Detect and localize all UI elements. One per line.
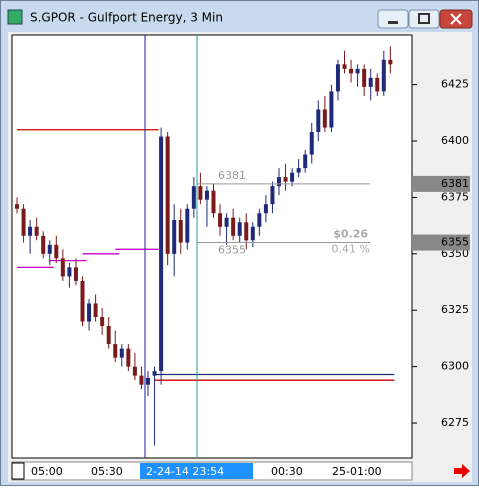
candle-body	[211, 190, 216, 214]
candle-body	[191, 186, 196, 209]
minimize-button[interactable]	[377, 9, 409, 29]
candle-body	[41, 235, 46, 254]
candle-body	[316, 109, 321, 133]
x-tick-label: 00:30	[271, 465, 303, 478]
candle-body	[335, 64, 340, 92]
y-tick-label: 6425	[441, 78, 469, 91]
candle-body	[198, 186, 203, 200]
candle-body	[28, 226, 33, 236]
minimize-icon	[388, 21, 398, 24]
scroll-arrow[interactable]	[454, 464, 470, 478]
candle-body	[283, 177, 288, 182]
candle-body	[47, 244, 52, 254]
candle-body	[231, 217, 236, 236]
candle-body	[329, 91, 334, 128]
candle-body	[178, 219, 183, 243]
candle-body	[73, 267, 78, 281]
x-tick-label: 2-24-14 23:54	[146, 465, 224, 478]
window-title: S.GPOR - Gulfport Energy, 3 Min	[30, 11, 223, 25]
candle-body	[106, 326, 111, 345]
candle-body	[126, 348, 131, 367]
candle-body	[368, 77, 373, 87]
candle-body	[100, 317, 105, 327]
candle-body	[342, 64, 347, 69]
app-icon	[7, 9, 23, 25]
plot-area	[11, 34, 413, 459]
change-label: $0.26	[333, 228, 368, 241]
price-marker	[412, 234, 470, 251]
candle-body	[204, 190, 209, 200]
x-tick-label: 05:30	[91, 465, 123, 478]
x-tick-label: 25-01:00	[332, 465, 382, 478]
percent-label: 0.41 %	[332, 243, 370, 256]
candle-body	[237, 222, 242, 236]
x-tick-label: 05:00	[31, 465, 63, 478]
candle-body	[322, 109, 327, 128]
candle-body	[309, 132, 314, 155]
candle-body	[224, 217, 229, 227]
candle-body	[303, 154, 308, 169]
candle-body	[80, 280, 85, 322]
y-tick-label: 6400	[441, 134, 469, 147]
candle-body	[244, 222, 249, 241]
candle-body	[388, 59, 393, 65]
maximize-button[interactable]	[408, 9, 440, 29]
candle-body	[362, 68, 367, 87]
y-tick-label: 6300	[441, 360, 469, 373]
candle-body	[93, 303, 98, 317]
candle-body	[185, 208, 190, 243]
candle-body	[34, 226, 39, 236]
price-marker	[412, 175, 470, 192]
candle-body	[60, 258, 65, 277]
measure-label: 6355	[218, 244, 246, 257]
candle-body	[263, 204, 268, 214]
price-marker-label: 6355	[441, 236, 469, 249]
y-tick-label: 6325	[441, 303, 469, 316]
candle-body	[172, 219, 177, 254]
candle-body	[250, 226, 255, 241]
candle-body	[290, 172, 295, 182]
candle-body	[218, 213, 223, 227]
maximize-icon	[418, 13, 430, 24]
candle-body	[87, 303, 92, 322]
candle-body	[113, 344, 118, 358]
measure-label: 6381	[218, 169, 246, 182]
close-icon	[450, 13, 462, 25]
candle-body	[132, 366, 137, 376]
candle-body	[270, 186, 275, 205]
candle-body	[67, 267, 72, 277]
candle-body	[146, 377, 150, 385]
price-marker-label: 6381	[441, 177, 469, 190]
candle-body	[159, 136, 164, 372]
candle-body	[257, 213, 262, 227]
candle-body	[139, 375, 144, 385]
candle-body	[277, 177, 281, 187]
y-tick-label: 6375	[441, 190, 469, 203]
scroll-box[interactable]	[11, 462, 25, 480]
cursor-time-box	[140, 463, 253, 479]
candle-body	[152, 371, 157, 376]
candle-body	[296, 168, 301, 173]
candle-body	[349, 68, 354, 74]
candle-body	[381, 59, 386, 92]
candle-body	[21, 208, 26, 236]
candle-body	[375, 77, 380, 92]
candle-body	[355, 68, 360, 74]
candle-body	[165, 136, 170, 254]
candle-body	[54, 244, 59, 259]
y-tick-label: 6275	[441, 416, 469, 429]
candle-body	[15, 204, 19, 209]
candle-body	[119, 348, 124, 358]
